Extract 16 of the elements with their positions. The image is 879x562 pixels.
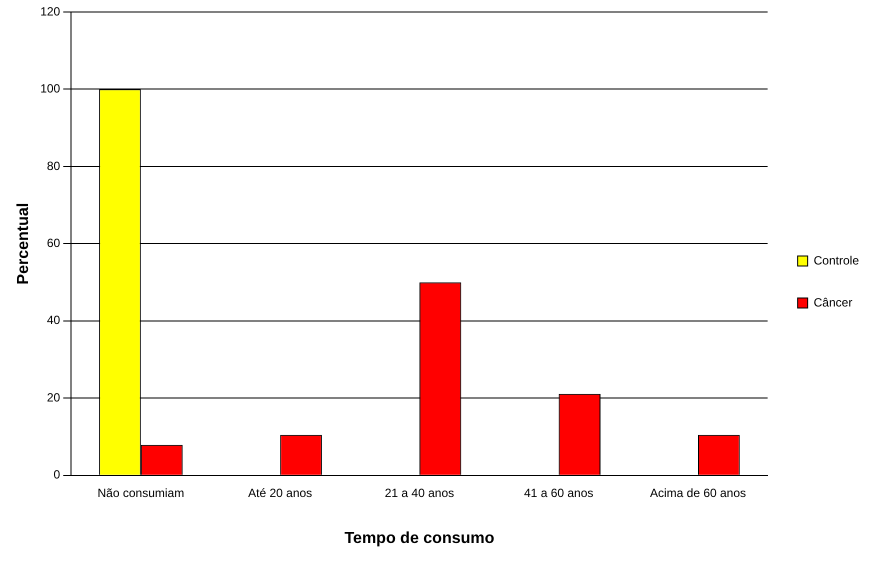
x-axis-title: Tempo de consumo	[344, 530, 495, 547]
y-tick-label: 20	[46, 390, 61, 404]
y-tick-label: 0	[54, 468, 61, 482]
legend-label: Câncer	[814, 295, 852, 310]
x-tick-label: Até 20 anos	[248, 486, 312, 500]
x-tick-label: Não consumiam	[98, 486, 184, 500]
legend-label: Controle	[814, 253, 860, 268]
y-tick-label: 100	[40, 82, 61, 96]
y-axis-title: Percentual	[15, 202, 32, 285]
y-tick-label: 120	[40, 4, 61, 18]
x-tick-label: 41 a 60 anos	[524, 486, 594, 500]
y-tick-label: 40	[46, 313, 61, 328]
y-tick-label: 60	[46, 236, 61, 250]
x-tick-label: 21 a 40 anos	[384, 486, 454, 500]
y-tick-label: 80	[46, 158, 61, 173]
x-tick-label: Acima de 60 anos	[650, 486, 746, 500]
